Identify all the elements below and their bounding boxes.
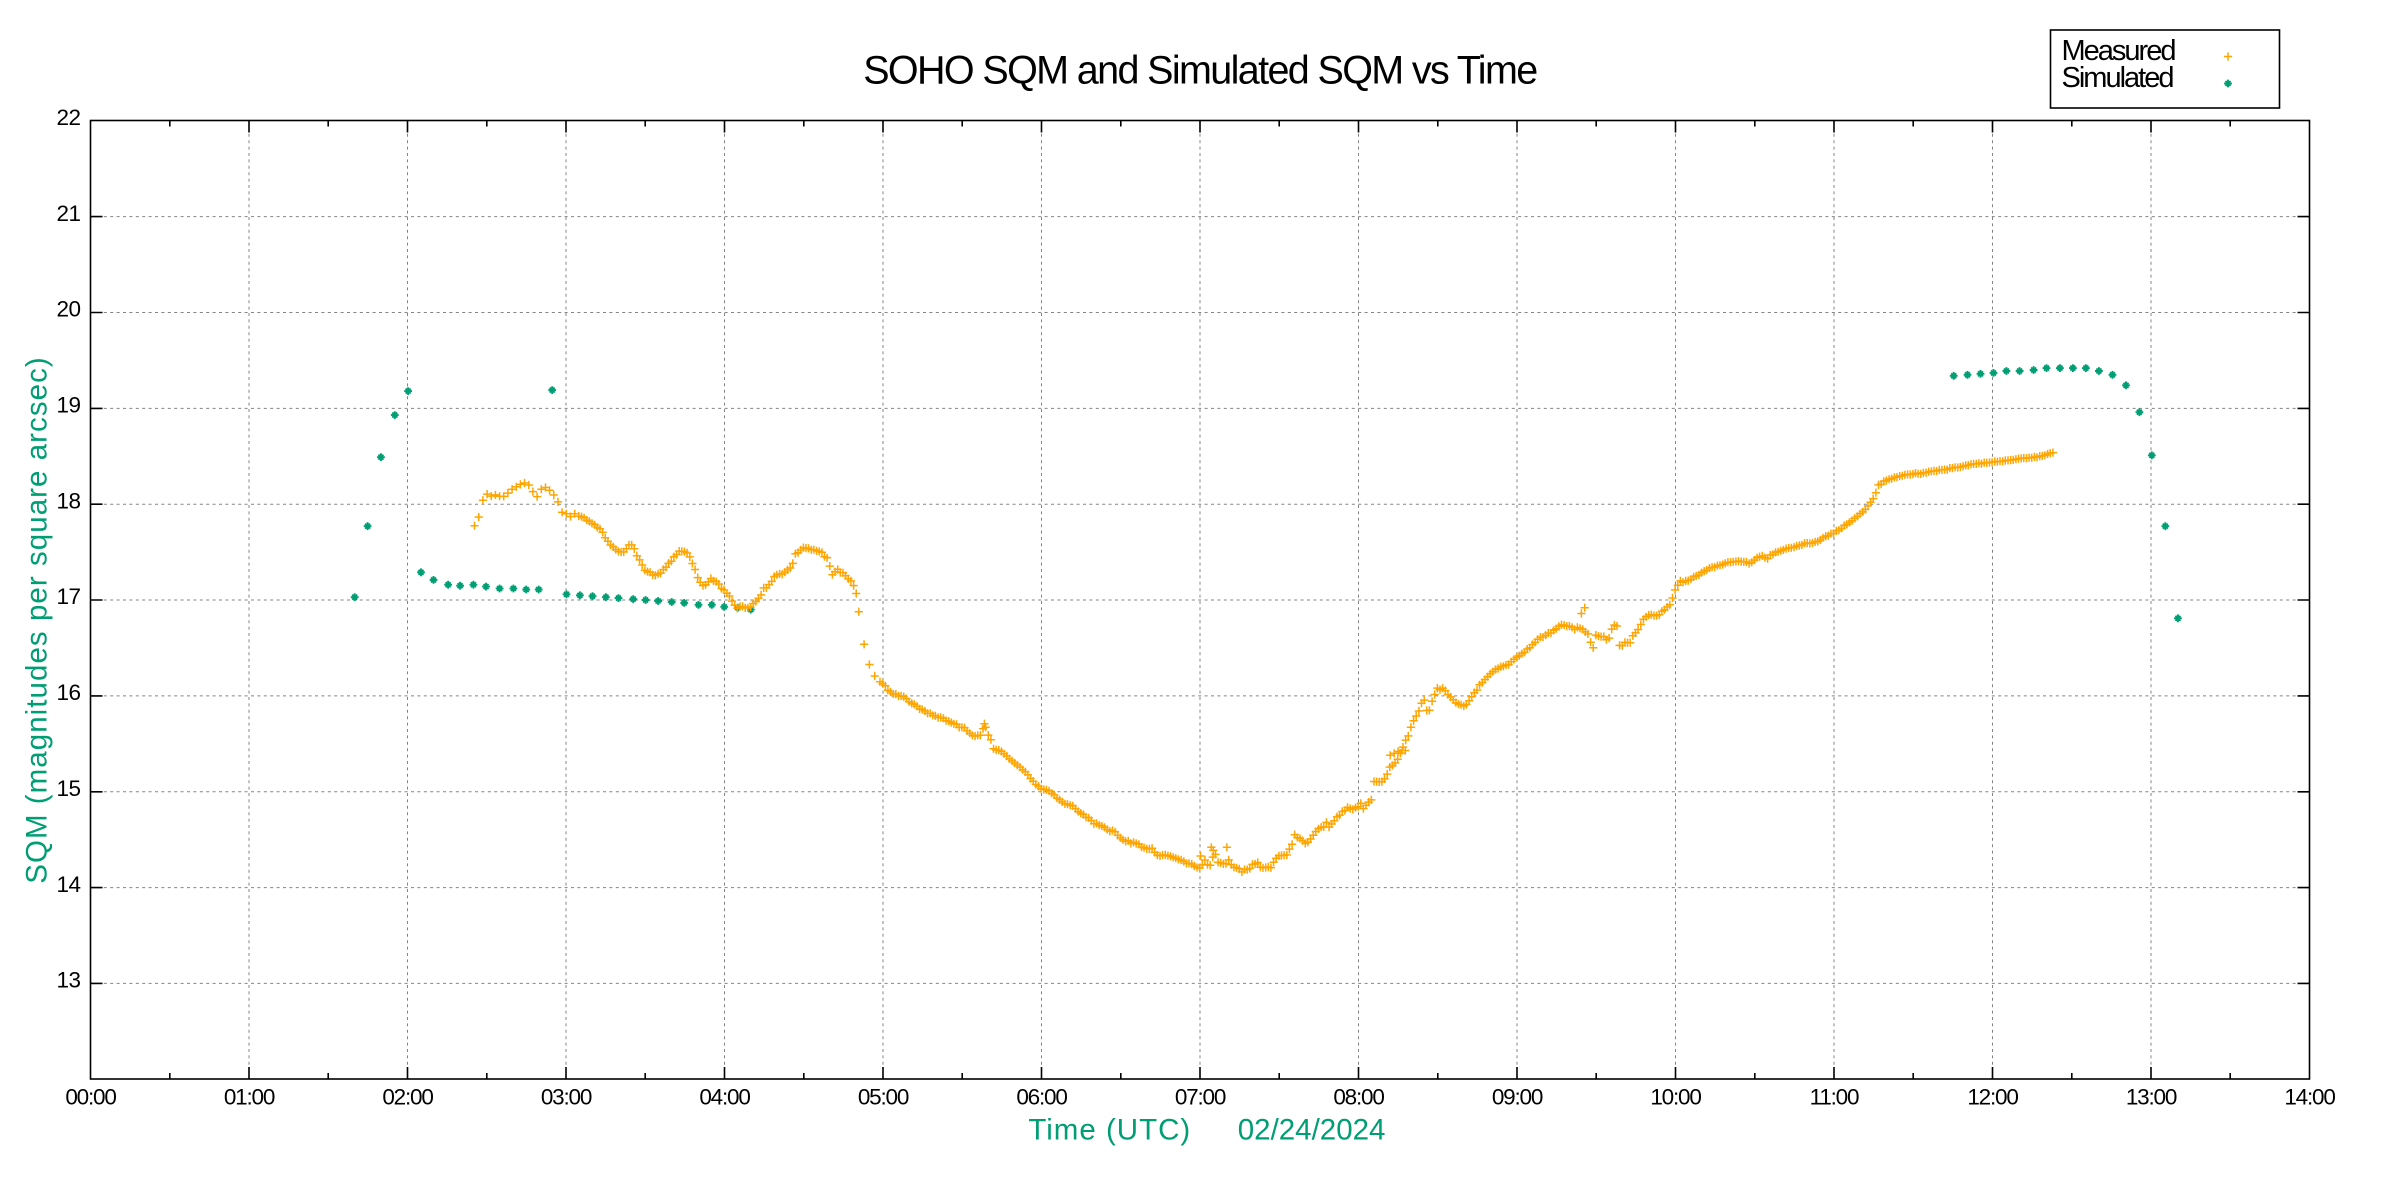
svg-text:02/24/2024: 02/24/2024	[1238, 1114, 1386, 1147]
svg-text:13:00: 13:00	[2126, 1085, 2177, 1110]
svg-text:15: 15	[56, 776, 80, 801]
svg-text:07:00: 07:00	[1175, 1085, 1226, 1110]
svg-text:SOHO SQM and Simulated SQM vs: SOHO SQM and Simulated SQM vs Time	[863, 48, 1537, 92]
svg-text:02:00: 02:00	[382, 1085, 433, 1110]
svg-text:10:00: 10:00	[1650, 1085, 1701, 1110]
svg-text:16: 16	[56, 680, 80, 705]
svg-text:14: 14	[56, 872, 80, 897]
svg-text:06:00: 06:00	[1016, 1085, 1067, 1110]
svg-text:11:00: 11:00	[1810, 1085, 1859, 1110]
svg-text:09:00: 09:00	[1492, 1085, 1543, 1110]
svg-text:20: 20	[56, 297, 80, 322]
svg-text:Simulated: Simulated	[2062, 62, 2174, 94]
svg-text:13: 13	[56, 968, 80, 993]
svg-text:01:00: 01:00	[224, 1085, 275, 1110]
svg-text:03:00: 03:00	[541, 1085, 592, 1110]
svg-text:12:00: 12:00	[1967, 1085, 2018, 1110]
svg-text:19: 19	[56, 393, 80, 418]
svg-text:18: 18	[56, 488, 80, 513]
svg-text:08:00: 08:00	[1333, 1085, 1384, 1110]
svg-text:14:00: 14:00	[2284, 1085, 2335, 1110]
svg-text:00:00: 00:00	[65, 1085, 116, 1110]
svg-text:17: 17	[56, 584, 80, 609]
svg-text:Measured: Measured	[2062, 35, 2176, 67]
svg-text:SQM (magnitudes per square arc: SQM (magnitudes per square arcsec)	[21, 356, 54, 884]
svg-text:21: 21	[56, 201, 80, 226]
svg-text:22: 22	[56, 105, 80, 130]
svg-text:Time (UTC): Time (UTC)	[1028, 1114, 1191, 1147]
svg-text:05:00: 05:00	[858, 1085, 909, 1110]
svg-text:04:00: 04:00	[699, 1085, 750, 1110]
